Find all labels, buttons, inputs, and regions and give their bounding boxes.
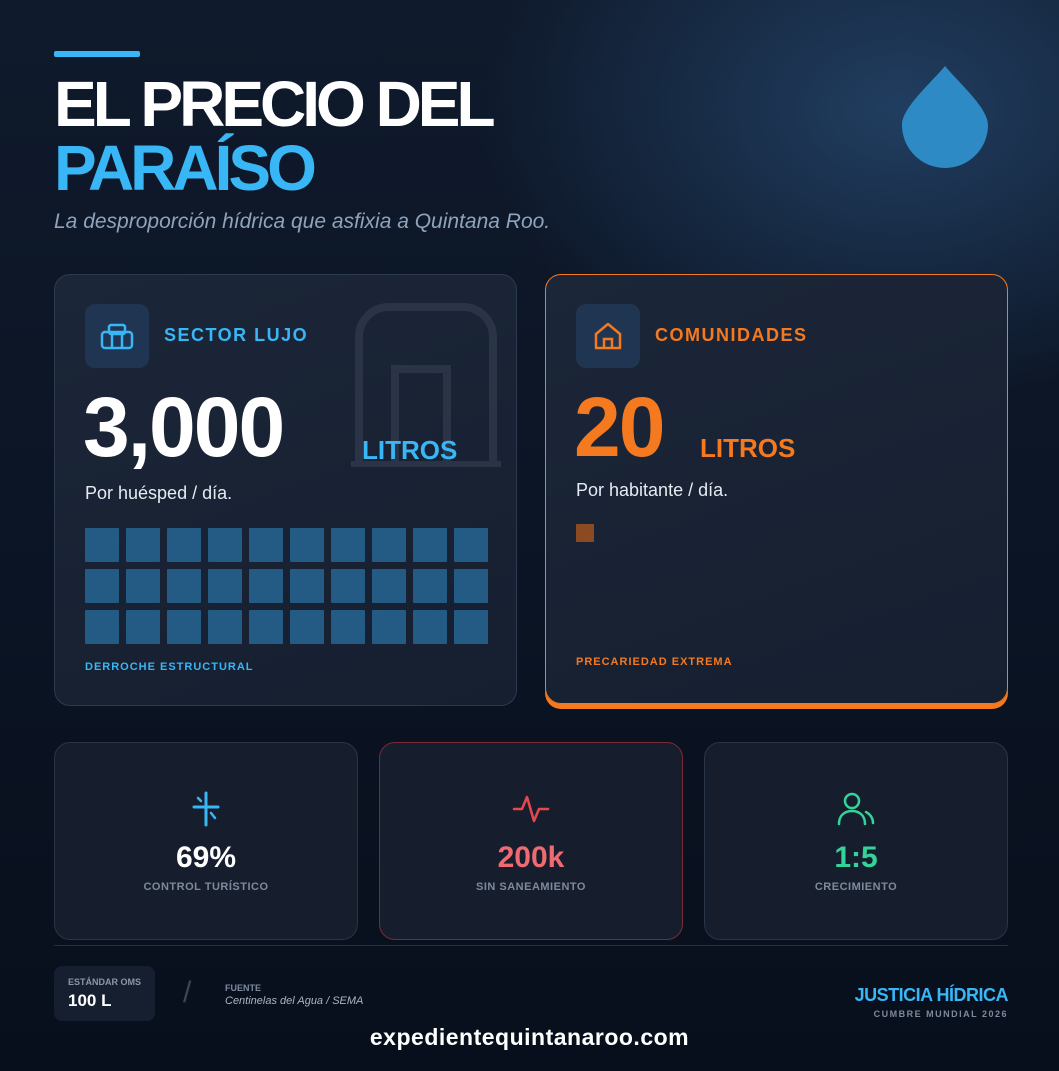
suitcase-icon-box [85, 304, 149, 368]
water-unit-lujo [208, 569, 242, 603]
house-icon [594, 322, 622, 350]
footer-divider [54, 945, 1008, 946]
water-unit-lujo [249, 528, 283, 562]
stat-value-control-turistico: 69% [175, 841, 237, 874]
water-unit-lujo [208, 528, 242, 562]
water-unit-lujo [372, 610, 406, 644]
value-comunidades: 20 [574, 380, 665, 474]
house-icon-box [576, 304, 640, 368]
stat-value-sin-saneamiento: 200k [497, 841, 565, 874]
suitcase-icon [100, 323, 134, 350]
water-unit-lujo [249, 569, 283, 603]
source-label: FUENTE [225, 983, 261, 993]
stat-value-crecimiento: 1:5 [834, 841, 878, 874]
water-unit-lujo [167, 528, 201, 562]
who-standard-label: ESTÁNDAR OMS [68, 977, 142, 987]
footer-label-comunidades: PRECARIEDAD EXTREMA [576, 656, 733, 668]
water-unit-lujo [290, 569, 324, 603]
water-unit-lujo [454, 528, 488, 562]
water-unit-comunidades [576, 524, 594, 542]
who-standard-value: 100 L [68, 991, 112, 1010]
water-unit-lujo [290, 610, 324, 644]
caption-lujo: Por huésped / día. [85, 483, 233, 503]
water-unit-lujo [331, 610, 365, 644]
stat-label-sin-saneamiento: SIN SANEAMIENTO [476, 881, 586, 893]
pulse-icon [512, 795, 550, 823]
card-label-comunidades: COMUNIDADES [655, 325, 808, 345]
card-sector-lujo: SECTOR LUJO 3,000 LITROS Por huésped / d… [54, 274, 517, 706]
stat-label-crecimiento: CRECIMIENTO [814, 881, 898, 893]
page-title-line1: EL PRECIO DEL [54, 68, 496, 140]
source-value: Centinelas del Agua / SEMA [225, 995, 364, 1007]
unit-lujo: LITROS [362, 435, 458, 465]
water-unit-lujo [331, 528, 365, 562]
stat-label-control-turistico: CONTROL TURÍSTICO [143, 881, 269, 893]
brand-name: JUSTICIA HÍDRICA [854, 985, 1009, 1005]
card-label-lujo: SECTOR LUJO [164, 325, 309, 345]
water-unit-lujo [454, 610, 488, 644]
water-unit-lujo [85, 610, 119, 644]
separator-slash: / [183, 976, 192, 1009]
water-unit-lujo [413, 569, 447, 603]
water-unit-lujo [126, 569, 160, 603]
water-unit-lujo [85, 528, 119, 562]
water-unit-lujo [167, 610, 201, 644]
page-subtitle: La desproporción hídrica que asfixia a Q… [54, 210, 551, 233]
water-unit-lujo [290, 528, 324, 562]
card-comunidades: COMUNIDADES 20 LITROS Por habitante / dí… [545, 274, 1008, 704]
water-units-grid-lujo [85, 528, 488, 644]
water-unit-lujo [126, 528, 160, 562]
water-unit-lujo [249, 610, 283, 644]
brand-subtitle: CUMBRE MUNDIAL 2026 [873, 1009, 1008, 1019]
water-drop-icon [902, 66, 988, 168]
palm-tree-icon [192, 791, 220, 827]
stat-card-sin-saneamiento: 200k SIN SANEAMIENTO [379, 742, 683, 940]
who-standard-badge: ESTÁNDAR OMS 100 L [54, 966, 155, 1021]
water-unit-lujo [454, 569, 488, 603]
water-unit-lujo [167, 569, 201, 603]
stat-card-control-turistico: 69% CONTROL TURÍSTICO [54, 742, 358, 940]
water-unit-lujo [372, 528, 406, 562]
water-unit-lujo [85, 569, 119, 603]
water-unit-lujo [413, 528, 447, 562]
header-accent-bar [54, 51, 140, 57]
water-unit-lujo [208, 610, 242, 644]
footer-label-lujo: DERROCHE ESTRUCTURAL [85, 661, 254, 673]
door-watermark-icon [351, 303, 501, 467]
water-unit-lujo [413, 610, 447, 644]
water-unit-lujo [126, 610, 160, 644]
caption-comunidades: Por habitante / día. [576, 480, 729, 500]
unit-comunidades: LITROS [700, 433, 796, 463]
website-url[interactable]: expedientequintanaroo.com [369, 1024, 690, 1050]
water-unit-lujo [372, 569, 406, 603]
users-icon [837, 792, 875, 826]
page-title-line2: PARAÍSO [54, 132, 317, 204]
water-unit-lujo [331, 569, 365, 603]
stat-card-crecimiento: 1:5 CRECIMIENTO [704, 742, 1008, 940]
value-lujo: 3,000 [83, 380, 285, 474]
